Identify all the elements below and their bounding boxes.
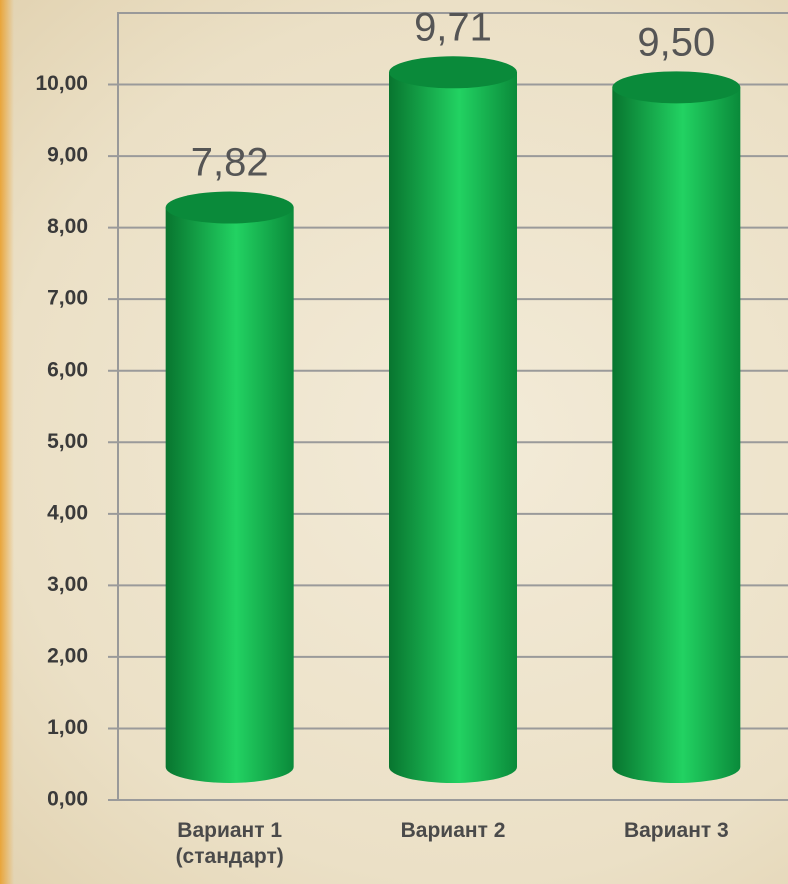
x-tick-label: Вариант 2 — [400, 819, 506, 842]
value-label: 7,82 — [191, 141, 269, 185]
bar — [612, 71, 741, 784]
y-tick-label: 3,00 — [47, 573, 88, 596]
bar-top — [165, 191, 294, 224]
y-tick-label: 0,00 — [47, 788, 88, 811]
bar — [165, 191, 294, 783]
y-tick-label: 10,00 — [35, 72, 88, 95]
x-tick-label: Вариант 3 — [623, 819, 729, 842]
y-tick-label: 8,00 — [47, 215, 88, 238]
y-tick-label: 7,00 — [47, 287, 88, 310]
y-tick-label: 2,00 — [47, 644, 88, 667]
y-tick-label: 9,00 — [47, 144, 88, 167]
bar-body — [612, 87, 741, 784]
y-tick-label: 1,00 — [47, 716, 88, 739]
background-edge — [0, 0, 14, 884]
y-tick-label: 6,00 — [47, 358, 88, 381]
y-tick-label: 4,00 — [47, 501, 88, 524]
bar-body — [165, 207, 294, 783]
value-label: 9,71 — [414, 5, 492, 49]
bar-body — [389, 72, 517, 783]
y-tick-label: 5,00 — [47, 430, 88, 453]
bar — [389, 56, 517, 783]
x-tick-label: Вариант 1 (стандарт) — [175, 819, 284, 868]
bar-top — [389, 56, 517, 89]
value-label: 9,50 — [637, 20, 715, 64]
bar-top — [612, 71, 741, 104]
